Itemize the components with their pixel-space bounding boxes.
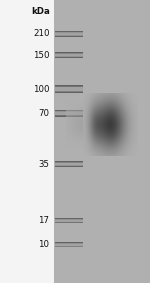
Bar xyxy=(55,242,83,247)
Bar xyxy=(55,53,83,57)
Bar xyxy=(55,87,83,91)
Bar xyxy=(0,0,54,283)
Bar xyxy=(55,162,83,167)
Text: 100: 100 xyxy=(33,85,50,94)
Bar xyxy=(55,243,83,246)
Bar xyxy=(54,0,150,283)
Bar xyxy=(55,52,83,58)
Bar xyxy=(55,87,83,91)
Bar xyxy=(55,161,83,167)
Bar xyxy=(55,112,83,115)
Bar xyxy=(55,219,83,222)
Bar xyxy=(55,163,83,165)
Bar xyxy=(55,111,83,116)
Bar xyxy=(55,86,83,93)
Bar xyxy=(55,32,83,36)
Bar xyxy=(55,53,83,57)
Bar xyxy=(55,162,83,166)
Bar xyxy=(55,32,83,36)
Bar xyxy=(55,110,83,116)
Bar xyxy=(55,244,83,246)
Text: kDa: kDa xyxy=(31,7,50,16)
Bar xyxy=(55,31,83,37)
Text: 70: 70 xyxy=(39,109,50,118)
Bar xyxy=(55,218,83,223)
Bar xyxy=(55,162,83,166)
Bar xyxy=(55,219,83,222)
Bar xyxy=(55,87,83,92)
Bar xyxy=(55,54,83,56)
Bar xyxy=(55,53,83,58)
Bar xyxy=(55,111,83,115)
Text: 210: 210 xyxy=(33,29,50,38)
Bar xyxy=(55,218,83,223)
Text: 17: 17 xyxy=(39,216,50,225)
Bar xyxy=(55,85,83,93)
Text: 150: 150 xyxy=(33,51,50,60)
Bar xyxy=(55,31,83,37)
Bar xyxy=(55,162,83,166)
Bar xyxy=(55,33,83,35)
Bar xyxy=(55,243,83,247)
Bar xyxy=(55,111,83,115)
Text: 10: 10 xyxy=(39,240,50,249)
Bar xyxy=(55,219,83,223)
Bar xyxy=(55,243,83,247)
Bar xyxy=(55,53,83,57)
Bar xyxy=(55,110,83,117)
Bar xyxy=(55,31,83,37)
Text: 35: 35 xyxy=(39,160,50,169)
Bar xyxy=(55,243,83,246)
Bar xyxy=(55,220,83,222)
Bar xyxy=(55,86,83,92)
